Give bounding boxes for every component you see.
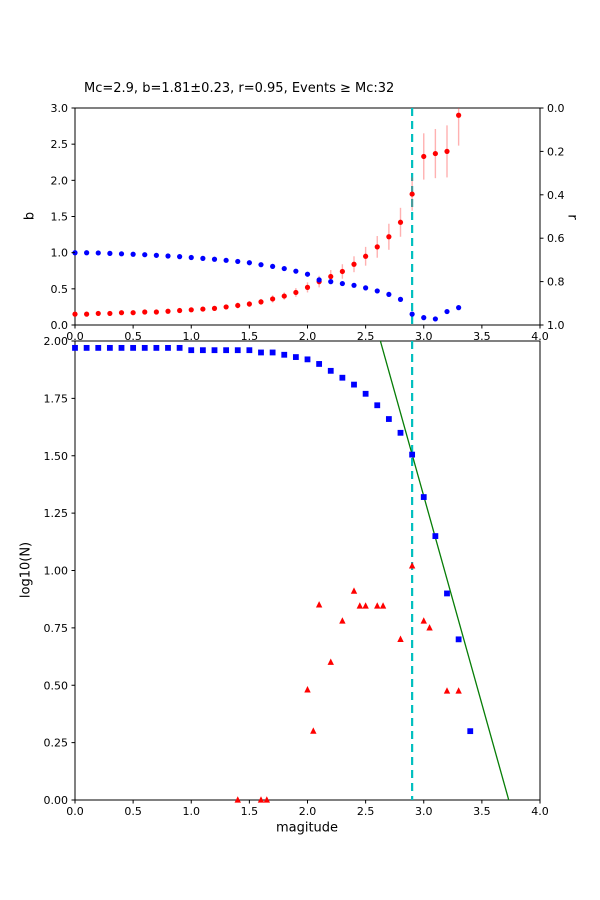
top-plot: 0.0 0.5 1.0 1.5 2.0 2.5 3.0 3.5 4.0 0.0 0.5 1.0 1.5 2…: [51, 102, 565, 343]
top-plot-ylabel-left: b: [22, 211, 38, 221]
tick-label: 3.0: [51, 102, 69, 115]
tick-label: 0.4: [547, 189, 565, 202]
tick-label: 1.50: [44, 450, 69, 463]
bottom-plot: 0.0 0.5 1.0 1.5 2.0 2.5 3.0 3.5 4.0 0.00 0.25 0.50 0…: [44, 335, 549, 818]
tick-label: 2.5: [357, 330, 375, 343]
tick-label: 1.0: [547, 319, 565, 332]
tick-label: 0.5: [124, 330, 142, 343]
incremental-series: [234, 562, 462, 803]
tick-label: 0.2: [547, 145, 565, 158]
tick-label: 2.0: [299, 805, 317, 818]
tick-label: 2.5: [51, 138, 69, 151]
tick-label: 1.5: [51, 211, 69, 224]
tick-label: 1.0: [183, 805, 201, 818]
tick-label: 3.5: [473, 805, 491, 818]
cumulative-series: [72, 344, 474, 735]
r-series: [72, 250, 462, 322]
tick-label: 3.5: [473, 330, 491, 343]
plot-title: Mc=2.9, b=1.81±0.23, r=0.95, Events ≥ Mc…: [84, 81, 395, 96]
tick-label: 1.0: [51, 247, 69, 260]
tick-label: 0.0: [51, 319, 69, 332]
tick-label: 0.50: [44, 679, 69, 692]
tick-label: 0.6: [547, 232, 565, 245]
bottom-plot-ylabel: log10(N): [18, 541, 34, 599]
top-plot-ylabel-right: r: [564, 214, 580, 220]
tick-label: 0.0: [66, 330, 84, 343]
tick-label: 1.25: [44, 507, 69, 520]
tick-label: 0.25: [44, 737, 69, 750]
tick-label: 4.0: [531, 330, 549, 343]
tick-label: 0.0: [547, 102, 565, 115]
gutenberg-richter-fit-line: [379, 340, 510, 801]
tick-label: 0.5: [51, 283, 69, 296]
tick-label: 1.00: [44, 565, 69, 578]
tick-label: 1.5: [241, 805, 259, 818]
tick-label: 0.0: [66, 805, 84, 818]
bottom-plot-xlabel: magitude: [275, 820, 339, 836]
tick-label: 1.5: [241, 330, 259, 343]
b-errorbars: [75, 108, 460, 316]
tick-label: 3.0: [415, 805, 433, 818]
tick-label: 0.00: [44, 794, 69, 807]
tick-label: 1.0: [183, 330, 201, 343]
tick-label: 0.5: [124, 805, 142, 818]
tick-label: 0.8: [547, 276, 565, 289]
tick-label: 2.0: [299, 330, 317, 343]
tick-label: 2.5: [357, 805, 375, 818]
tick-label: 0.75: [44, 622, 69, 635]
tick-label: 2.0: [51, 174, 69, 187]
tick-label: 2.00: [44, 335, 69, 348]
b-series: [72, 112, 462, 317]
tick-label: 4.0: [531, 805, 549, 818]
tick-label: 1.75: [44, 392, 69, 405]
tick-label: 3.0: [415, 330, 433, 343]
